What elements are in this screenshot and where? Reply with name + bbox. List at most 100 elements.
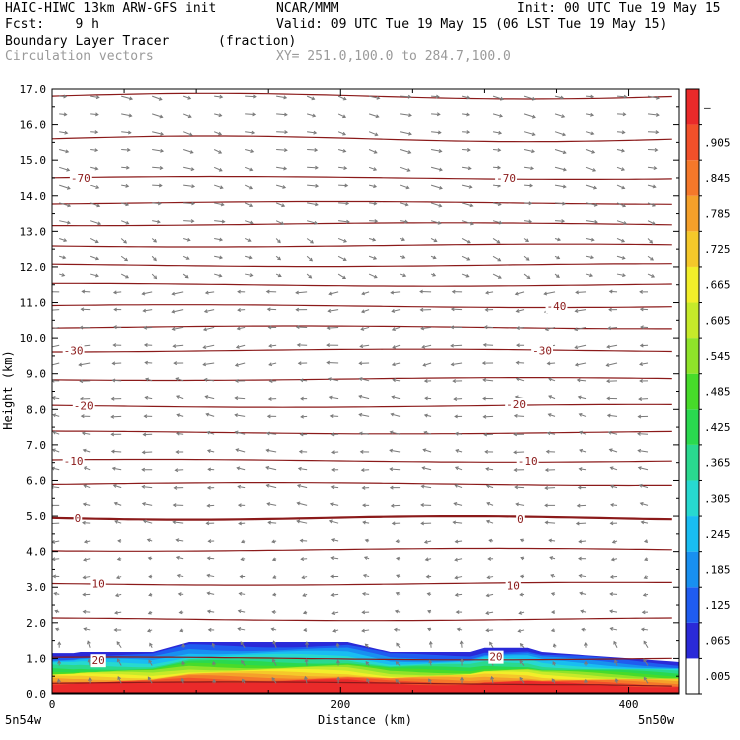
wind-vector xyxy=(547,432,556,435)
wind-vector xyxy=(616,220,627,225)
temperature-contour xyxy=(52,656,672,661)
wind-vector xyxy=(368,113,379,118)
wind-vector-head xyxy=(519,592,524,597)
wind-vector xyxy=(454,502,463,506)
wind-vector-head xyxy=(159,165,164,170)
colorbar-label: .905 xyxy=(704,136,731,149)
wind-vector-head xyxy=(218,150,223,154)
wind-vector xyxy=(331,557,339,560)
wind-vector-head xyxy=(358,377,363,381)
wind-vector xyxy=(148,659,153,666)
wind-vector xyxy=(606,362,618,366)
wind-vector xyxy=(486,502,494,506)
wind-vector xyxy=(585,202,597,206)
wind-vector-head xyxy=(653,166,658,171)
wind-vector xyxy=(399,202,408,206)
wind-vector-head xyxy=(649,239,654,244)
wind-vector-head xyxy=(373,256,378,260)
wind-vector-head xyxy=(622,112,627,117)
wind-vector xyxy=(462,149,470,151)
wind-vector xyxy=(547,362,556,365)
y-tick-label: 14.0 xyxy=(20,190,47,203)
wind-vector xyxy=(579,575,587,578)
wind-vector-head xyxy=(361,503,366,508)
wind-vector-head xyxy=(328,519,333,524)
wind-vector xyxy=(392,326,401,331)
wind-vector xyxy=(90,95,99,99)
wind-vector-head xyxy=(235,344,240,349)
wind-vector xyxy=(455,540,463,543)
wind-vector-head xyxy=(563,167,567,172)
wind-vector-head xyxy=(544,503,548,508)
wind-vector-head xyxy=(482,378,487,383)
wind-vector xyxy=(83,503,91,506)
wind-vector-head xyxy=(363,556,368,560)
wind-vector xyxy=(462,131,470,133)
wind-vector-head xyxy=(423,378,428,383)
wind-vector-head xyxy=(576,378,581,383)
wind-vector xyxy=(338,220,349,223)
wind-vector xyxy=(554,149,566,154)
wind-vector xyxy=(244,202,253,207)
wind-vector-head xyxy=(145,377,150,382)
wind-vector-head xyxy=(312,113,317,118)
wind-vector xyxy=(306,113,316,117)
wind-vector-head xyxy=(575,290,580,295)
wind-vector xyxy=(483,379,494,382)
wind-vector xyxy=(368,273,378,279)
wind-vector-head xyxy=(583,678,588,683)
wind-vector xyxy=(616,95,627,98)
colorbar-swatch xyxy=(686,516,699,552)
wind-vector-head xyxy=(235,448,240,453)
wind-vector xyxy=(643,677,649,684)
wind-vector-head xyxy=(111,361,116,366)
wind-vector xyxy=(204,309,215,313)
wind-vector-head xyxy=(342,275,347,279)
wind-vector-head xyxy=(82,575,87,580)
wind-vector xyxy=(585,255,594,259)
wind-vector xyxy=(121,95,133,100)
wind-vector-head xyxy=(373,201,378,206)
wind-vector-head xyxy=(482,414,487,419)
wind-vector-head xyxy=(94,130,99,135)
y-tick-label: 8.0 xyxy=(26,403,46,416)
wind-vector-head xyxy=(265,289,270,294)
wind-vector-head xyxy=(364,643,369,648)
wind-vector xyxy=(638,467,649,471)
wind-vector-head xyxy=(158,96,163,101)
wind-vector-head xyxy=(485,290,489,295)
wind-vector-head xyxy=(87,658,92,663)
wind-vector-head xyxy=(358,394,363,399)
wind-vector xyxy=(399,166,410,172)
wind-vector-head xyxy=(361,485,366,490)
wind-vector-head xyxy=(485,628,490,633)
wind-vector-head xyxy=(639,289,643,294)
wind-vector-head xyxy=(116,641,121,645)
wind-vector xyxy=(430,238,437,242)
wind-vector-head xyxy=(219,237,224,242)
wind-vector-head xyxy=(641,610,646,615)
wind-vector-head xyxy=(405,185,410,190)
wind-vector-head xyxy=(267,325,272,330)
temperature-contour xyxy=(52,581,672,586)
wind-vector xyxy=(337,95,346,100)
wind-vector xyxy=(183,166,194,171)
wind-vector-head xyxy=(173,485,178,490)
wind-vector-head xyxy=(366,678,370,682)
temperature-contour xyxy=(52,617,672,622)
wind-vector xyxy=(423,362,432,366)
wind-vector xyxy=(362,629,370,632)
y-tick-label: 7.0 xyxy=(26,439,46,452)
wind-vector xyxy=(453,521,463,524)
wind-vector-head xyxy=(117,676,121,680)
wind-vector xyxy=(337,149,346,152)
wind-vector-head xyxy=(265,431,270,436)
wind-vector-head xyxy=(125,165,130,170)
wind-vector xyxy=(147,676,153,684)
x-end-location: 5n50w xyxy=(638,713,675,727)
wind-vector-head xyxy=(621,255,626,260)
wind-vector-head xyxy=(143,414,148,419)
wind-vector xyxy=(451,344,463,347)
wind-vector xyxy=(461,184,472,188)
wind-vector xyxy=(554,131,566,136)
